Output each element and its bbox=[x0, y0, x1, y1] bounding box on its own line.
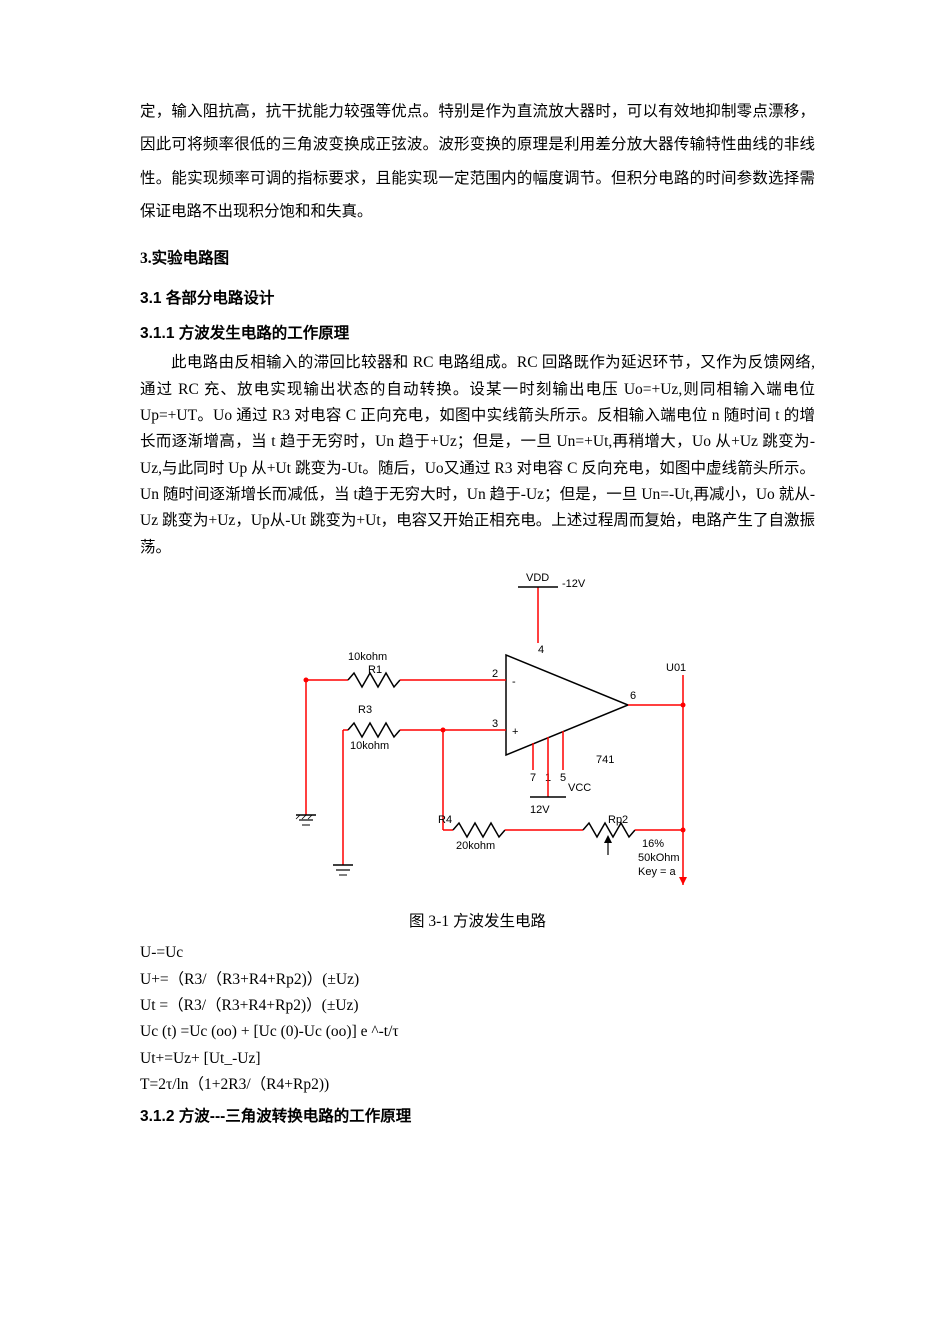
pin2-label: 2 bbox=[492, 668, 498, 680]
section-3-1-1-title: 3.1.1 方波发生电路的工作原理 bbox=[140, 317, 815, 350]
square-wave-circuit-svg: VDD -12V 4 2 3 6 7 1 5 741 - + 10kohm R1… bbox=[238, 565, 718, 905]
equations-block: U-=Uc U+=（R3/（R3+R4+Rp2)）(±Uz) Ut =（R3/（… bbox=[140, 940, 815, 1098]
section-3-1-2-title: 3.1.2 方波---三角波转换电路的工作原理 bbox=[140, 1100, 815, 1133]
r1-value: 10kohm bbox=[348, 651, 387, 663]
r4-name: R4 bbox=[438, 814, 452, 826]
eq-2: U+=（R3/（R3+R4+Rp2)）(±Uz) bbox=[140, 967, 815, 993]
pin4-label: 4 bbox=[538, 644, 544, 656]
pin7-label: 7 bbox=[530, 772, 536, 784]
circuit-diagram: VDD -12V 4 2 3 6 7 1 5 741 - + 10kohm R1… bbox=[140, 565, 815, 905]
opamp-label: 741 bbox=[596, 754, 614, 766]
r3-name: R3 bbox=[358, 704, 372, 716]
r4-value: 20kohm bbox=[456, 840, 495, 852]
vcc-value: 12V bbox=[530, 804, 550, 816]
principle-paragraph: 此电路由反相输入的滞回比较器和 RC 电路组成。RC 回路既作为延迟环节，又作为… bbox=[140, 350, 815, 561]
eq-6: T=2τ/ln（1+2R3/（R4+Rp2)) bbox=[140, 1072, 815, 1098]
vdd-label: VDD bbox=[526, 572, 549, 584]
eq-4: Uc (t) =Uc (oo) + [Uc (0)-Uc (oo)] e ^-t… bbox=[140, 1019, 815, 1045]
eq-1: U-=Uc bbox=[140, 940, 815, 966]
eq-3: Ut =（R3/（R3+R4+Rp2)）(±Uz) bbox=[140, 993, 815, 1019]
r3-value: 10kohm bbox=[350, 740, 389, 752]
vcc-label: VCC bbox=[568, 782, 591, 794]
rp2-pct: 16% bbox=[642, 838, 664, 850]
rp2-key: Key = a bbox=[638, 866, 676, 878]
figure-caption: 图 3-1 方波发生电路 bbox=[140, 905, 815, 938]
vdd-value: -12V bbox=[562, 578, 586, 590]
svg-text:+: + bbox=[512, 726, 518, 738]
rp2-name: Rp2 bbox=[608, 814, 628, 826]
pin5-label: 5 bbox=[560, 772, 566, 784]
svg-text:-: - bbox=[512, 676, 516, 688]
pin6-label: 6 bbox=[630, 690, 636, 702]
section-3-title: 3.实验电路图 bbox=[140, 242, 815, 275]
uo1-label: U01 bbox=[666, 662, 686, 674]
pin3-label: 3 bbox=[492, 718, 498, 730]
eq-5: Ut+=Uz+ [Ut_-Uz] bbox=[140, 1046, 815, 1072]
rp2-value: 50kOhm bbox=[638, 852, 680, 864]
section-3-1-title: 3.1 各部分电路设计 bbox=[140, 282, 815, 315]
intro-paragraph: 定，输入阻抗高，抗干扰能力较强等优点。特别是作为直流放大器时，可以有效地抑制零点… bbox=[140, 95, 815, 228]
